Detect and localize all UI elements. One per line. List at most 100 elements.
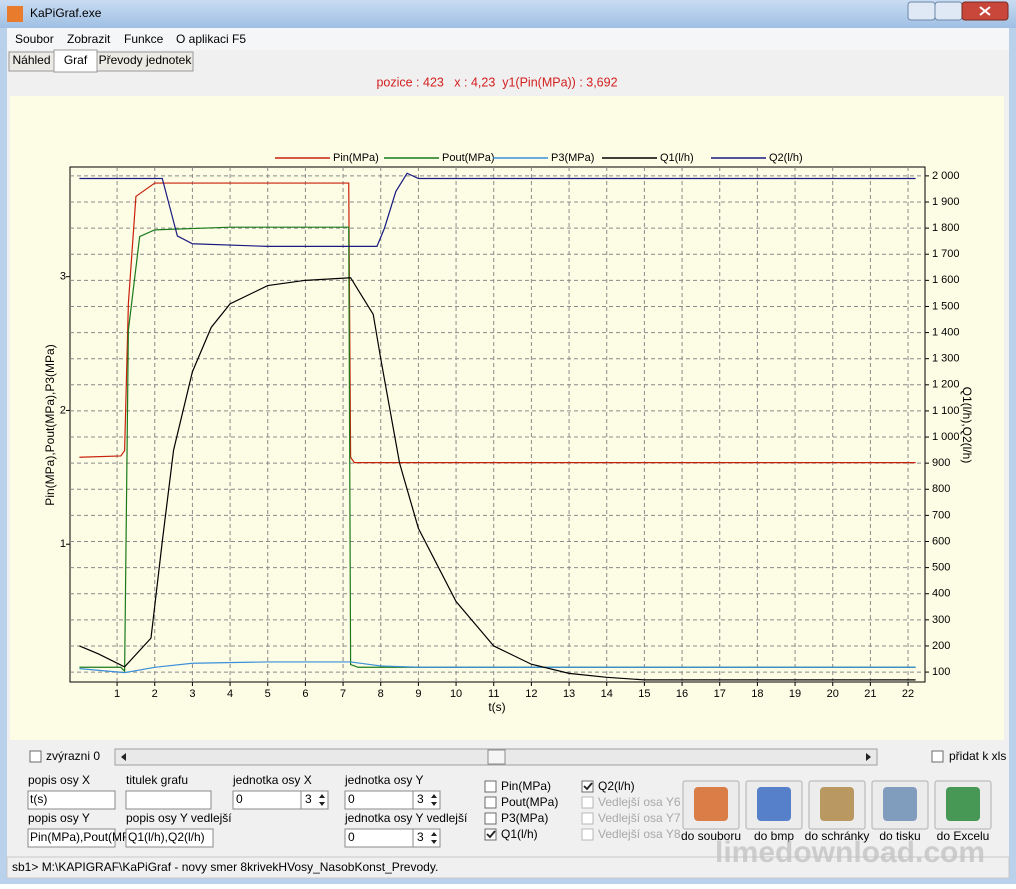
checkbox: [581, 812, 594, 825]
y2-axis-title: Q1(l/h),Q2(l/h): [960, 387, 974, 464]
x-tick-label: 5: [265, 688, 271, 700]
button-icon: [757, 787, 791, 821]
status-text: sb1> M:\KAPIGRAF\KaPiGraf - novy smer 8k…: [12, 860, 438, 874]
spin-value: 3: [417, 830, 424, 844]
checkbox[interactable]: [484, 812, 497, 825]
series-line: [79, 182, 916, 464]
button-label[interactable]: do schránky: [805, 829, 870, 843]
checkbox[interactable]: [484, 780, 497, 793]
number-field[interactable]: [232, 790, 302, 810]
field-value: 0: [348, 830, 355, 844]
checkbox[interactable]: [581, 780, 594, 793]
menu-item[interactable]: Zobrazit: [67, 32, 111, 46]
x-tick-label: 20: [827, 688, 839, 700]
check-mark: [486, 830, 496, 839]
y2-tick-label: 300: [932, 614, 950, 626]
checkbox[interactable]: [484, 828, 497, 841]
checkbox-label[interactable]: Q1(l/h): [501, 827, 538, 841]
x-tick-label: 9: [415, 688, 421, 700]
text-field[interactable]: [27, 790, 116, 810]
text-field[interactable]: [125, 828, 214, 848]
checkbox-label[interactable]: přidat k xls: [949, 749, 1006, 763]
y2-tick-label: 100: [932, 666, 950, 678]
y-axis-title: Pin(MPa),Pout(MPa),P3(MPa): [43, 344, 57, 505]
number-field[interactable]: [344, 828, 414, 848]
watermark: limedownload.com: [715, 836, 985, 869]
y-tick-label: 3: [60, 271, 66, 283]
y2-tick-label: 900: [932, 457, 950, 469]
checkbox[interactable]: [484, 796, 497, 809]
button-icon: [694, 787, 728, 821]
spin-arrows[interactable]: [431, 794, 437, 806]
legend-label: P3(MPa): [551, 152, 594, 164]
tab-label[interactable]: Graf: [64, 53, 88, 67]
spin-arrows[interactable]: [431, 832, 437, 844]
button-icon: [883, 787, 917, 821]
legend-label: Q1(l/h): [660, 152, 694, 164]
x-tick-label: 2: [152, 688, 158, 700]
x-tick-label: 10: [450, 688, 462, 700]
button-label[interactable]: do tisku: [879, 829, 920, 843]
series-line: [79, 277, 916, 681]
checkbox-label[interactable]: Pout(MPa): [501, 795, 558, 809]
plot-frame: [69, 166, 926, 683]
check-mark: [583, 782, 593, 791]
series-line: [79, 226, 916, 673]
field-label: titulek grafu: [126, 773, 188, 787]
checkbox[interactable]: [29, 750, 42, 763]
spin-arrows[interactable]: [319, 794, 325, 806]
x-tick-label: 13: [563, 688, 575, 700]
button-label[interactable]: do Excelu: [937, 829, 990, 843]
y2-tick-label: 800: [932, 483, 950, 495]
field-value: 0: [236, 792, 243, 806]
number-field[interactable]: [344, 790, 414, 810]
x-tick-label: 3: [189, 688, 195, 700]
x-tick-label: 21: [864, 688, 876, 700]
series-line: [79, 661, 916, 674]
scroll-thumb[interactable]: [487, 749, 506, 765]
x-axis-title: t(s): [488, 700, 505, 714]
text-field[interactable]: [27, 828, 116, 848]
y2-tick-label: 1 800: [932, 222, 960, 234]
x-tick-label: 8: [378, 688, 384, 700]
field-value: 0: [348, 792, 355, 806]
legend-label: Q2(l/h): [769, 152, 803, 164]
checkbox-label[interactable]: Q2(l/h): [598, 779, 635, 793]
text-field[interactable]: [125, 790, 212, 810]
button-icon: [946, 787, 980, 821]
checkbox: [581, 828, 594, 841]
button-label[interactable]: do souboru: [681, 829, 741, 843]
button-label[interactable]: do bmp: [754, 829, 794, 843]
field-label: jednotka osy Y: [344, 773, 424, 787]
y-tick-label: 1: [60, 538, 66, 550]
field-label: popis osy Y: [28, 811, 90, 825]
field-label: popis osy Y vedlejší: [126, 811, 232, 825]
y2-tick-label: 1 100: [932, 405, 960, 417]
checkbox-label[interactable]: Pin(MPa): [501, 779, 551, 793]
checkbox-label[interactable]: zvýrazni 0: [46, 749, 100, 763]
scroll-arrow: [866, 753, 871, 761]
menu-item[interactable]: Funkce: [124, 32, 164, 46]
status-bar: [6, 856, 1010, 879]
checkbox-label[interactable]: P3(MPa): [501, 811, 548, 825]
field-value: Q1(l/h),Q2(l/h): [128, 830, 205, 844]
minimize-button[interactable]: [907, 1, 936, 21]
menu-item[interactable]: Soubor: [15, 32, 54, 46]
tab-label[interactable]: Náhled: [12, 53, 50, 67]
checkbox[interactable]: [931, 750, 944, 763]
x-tick-label: 7: [340, 688, 346, 700]
tab-label[interactable]: Převody jednotek: [99, 53, 193, 67]
checkbox-label: Vedlejší osa Y7: [598, 811, 681, 825]
app-icon: [7, 6, 23, 22]
x-tick-label: 6: [302, 688, 308, 700]
y2-tick-label: 1 500: [932, 300, 960, 312]
x-tick-label: 18: [751, 688, 763, 700]
field-label: jednotka osy X: [232, 773, 312, 787]
x-tick-label: 15: [638, 688, 650, 700]
tab[interactable]: [96, 51, 194, 72]
maximize-button[interactable]: [934, 1, 963, 21]
y2-tick-label: 1 700: [932, 248, 960, 260]
y2-tick-label: 2 000: [932, 170, 960, 182]
menu-item[interactable]: O aplikaci F5: [176, 32, 246, 46]
